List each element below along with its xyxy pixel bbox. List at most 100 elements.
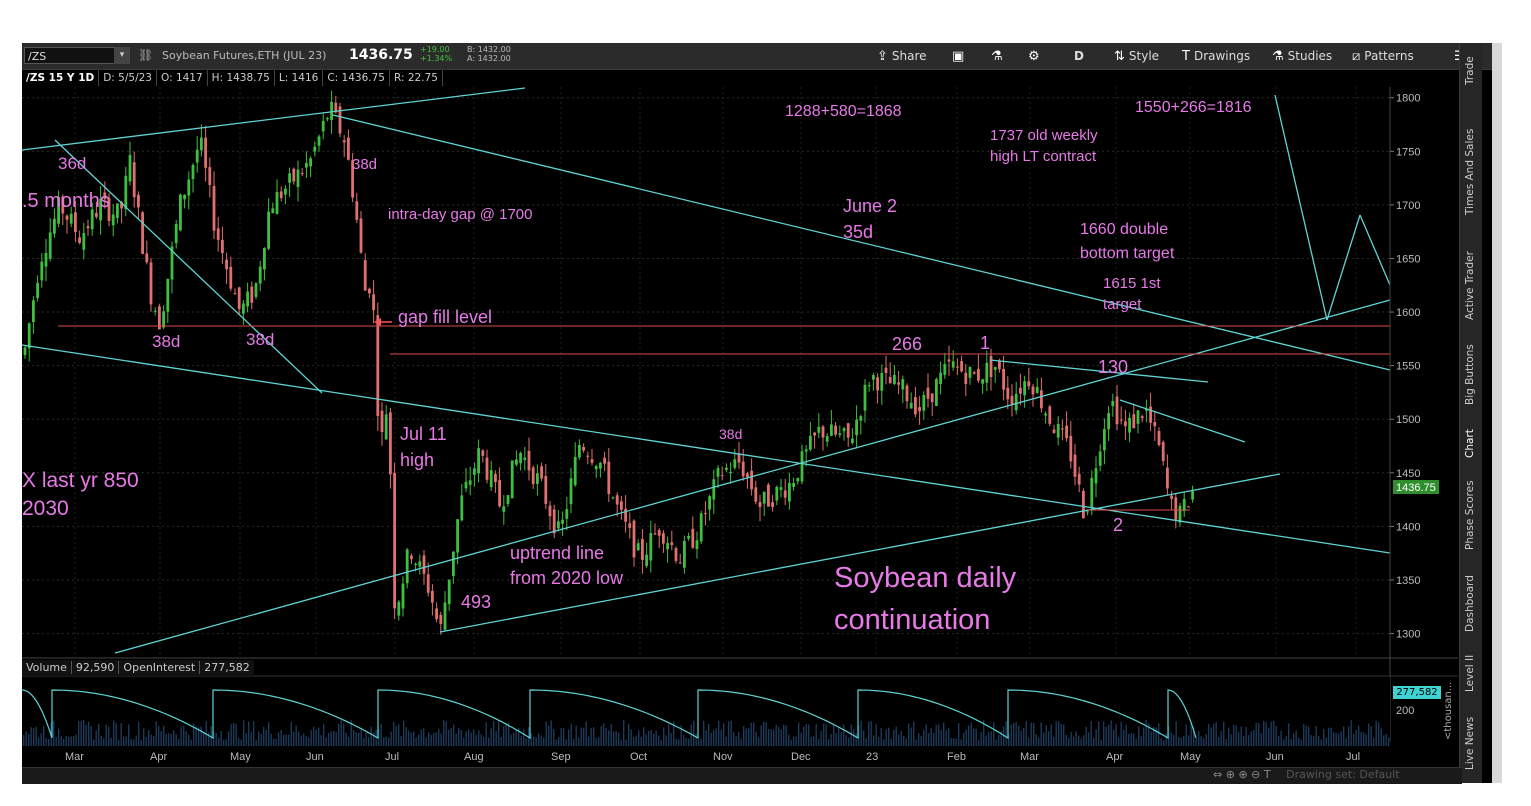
volume-bar	[135, 735, 137, 746]
volume-bar	[1350, 720, 1352, 746]
settings-button[interactable]: ⚙	[1028, 47, 1044, 65]
snapshot-button[interactable]: ▣	[952, 47, 968, 65]
trendline[interactable]	[1274, 94, 1328, 321]
volume-bar	[165, 733, 167, 746]
volume-bar	[1220, 730, 1222, 746]
volume-bar	[1305, 725, 1307, 746]
pan-icon[interactable]: ⇔	[1213, 768, 1223, 781]
zoom-in-icon[interactable]: ⊕	[1238, 768, 1248, 781]
candle-body	[678, 562, 682, 564]
trendline[interactable]	[989, 359, 1209, 383]
volume-bar	[103, 738, 105, 746]
drawings-button[interactable]: T Drawings	[1182, 49, 1251, 64]
link-icon[interactable]: ⛓	[138, 48, 154, 62]
crosshair-icon[interactable]: ⊕	[1225, 768, 1235, 781]
price-axis[interactable]: 1300 1350 1400 1450 1500 1550 1600 1650 1700 1750…	[1389, 87, 1458, 742]
period-button[interactable]: D	[1074, 49, 1084, 63]
volume-bar	[1213, 723, 1215, 746]
candle-body	[1027, 381, 1031, 387]
volume-bar	[1230, 734, 1232, 746]
volume-bar	[168, 733, 170, 746]
volume-bar	[1005, 721, 1007, 746]
text-tool-icon[interactable]: T	[1263, 768, 1271, 781]
volume-bar	[1373, 738, 1375, 746]
trendline[interactable]	[439, 473, 1281, 633]
trendline[interactable]	[1359, 214, 1391, 286]
candle-body	[179, 194, 182, 231]
volume-bar	[498, 720, 500, 746]
candle-body	[515, 459, 518, 465]
volume-bar	[988, 731, 990, 746]
volume-bar	[908, 723, 910, 746]
volume-bar	[190, 739, 192, 746]
vertical-scrollbar[interactable]	[1492, 43, 1502, 783]
trendline[interactable]	[21, 87, 526, 151]
candle-body	[817, 426, 821, 433]
oi-value: 277,582	[204, 661, 250, 674]
candle-body	[666, 543, 669, 550]
volume-bar	[1273, 720, 1275, 746]
trendline[interactable]	[1326, 214, 1361, 321]
candle-body	[65, 215, 69, 220]
volume-bar	[1288, 723, 1290, 746]
volume-bar	[365, 733, 367, 746]
horizontal-scrollbar[interactable]	[22, 767, 1462, 784]
symbol-input[interactable]: /ZS	[24, 47, 130, 64]
volume-bar	[208, 732, 210, 746]
candle-body	[258, 266, 262, 284]
volume-bar	[255, 739, 257, 746]
flask-button[interactable]: ⚗	[991, 47, 1007, 65]
volume-bar	[1150, 731, 1152, 746]
volume-bar	[493, 720, 495, 746]
side-tab-label: Live News	[1464, 716, 1476, 770]
chart-annotation: 38d	[352, 156, 378, 173]
drawing-set[interactable]: Drawing set: Default	[1286, 768, 1400, 781]
candle-body	[1149, 406, 1152, 423]
volume-bar	[870, 721, 872, 746]
volume-bar	[1163, 739, 1165, 746]
trendline[interactable]	[54, 139, 323, 394]
trendline[interactable]	[1119, 399, 1246, 443]
style-button[interactable]: ⇅ Style	[1114, 49, 1160, 64]
trendline[interactable]	[332, 114, 1391, 371]
volume-bar	[445, 721, 447, 746]
volume-bar	[468, 729, 470, 746]
share-button[interactable]: ⇪ Share	[877, 49, 927, 64]
candle-body	[153, 310, 157, 312]
volume-bar	[603, 723, 605, 746]
candle-body	[506, 495, 510, 504]
volume-bar	[1053, 736, 1055, 746]
volume-bar	[873, 735, 875, 746]
volume-bar	[918, 733, 920, 746]
volume-bar	[1223, 721, 1225, 746]
volume-bar	[160, 731, 162, 746]
volume-bar	[1125, 724, 1127, 746]
volume-bar	[1235, 725, 1237, 746]
candle-body	[1115, 396, 1119, 425]
ohlc-infobar: /ZS 15 Y 1D D: 5/5/23 O: 1417 H: 1438.75 L: …	[22, 70, 443, 86]
volume-bar	[795, 736, 797, 746]
volume-bar	[1248, 735, 1250, 746]
volume-bar	[573, 738, 575, 746]
volume-bar	[1193, 727, 1195, 746]
symbol-dropdown-icon[interactable]: ▾	[114, 47, 130, 64]
time-axis[interactable]: Mar Apr May Jun Jul Aug Sep Oct Nov Dec 23 Feb Mar Ap…	[22, 746, 1390, 766]
volume-bar	[148, 730, 150, 746]
volume-bar	[158, 725, 160, 746]
zoom-out-icon[interactable]: ⊖	[1251, 768, 1261, 781]
patterns-button[interactable]: ⧄ Patterns	[1352, 49, 1414, 64]
price-tick-label: 1650	[1396, 253, 1420, 265]
trendline[interactable]	[114, 299, 1391, 654]
volume-bar	[355, 732, 357, 746]
volume-bar	[98, 723, 100, 746]
volume-bar	[415, 737, 417, 746]
trendline[interactable]	[21, 344, 1391, 554]
price-tick-label: 1700	[1396, 200, 1420, 212]
volume-bar	[210, 726, 212, 746]
candle-body	[116, 203, 119, 218]
candle-body	[557, 521, 560, 529]
volume-bar	[1285, 736, 1287, 746]
time-tick-label: Jul	[385, 751, 399, 763]
studies-button[interactable]: ⚗ Studies	[1272, 49, 1333, 64]
